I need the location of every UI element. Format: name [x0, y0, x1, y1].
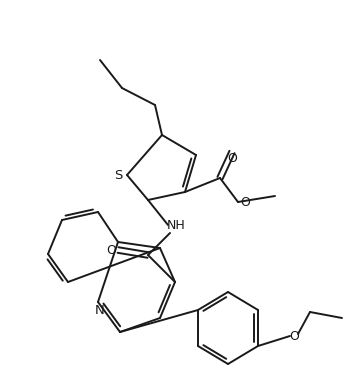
- Text: O: O: [240, 195, 250, 209]
- Text: S: S: [114, 168, 122, 182]
- Text: O: O: [106, 243, 116, 256]
- Text: NH: NH: [167, 219, 185, 232]
- Text: N: N: [95, 303, 105, 316]
- Text: O: O: [289, 330, 299, 343]
- Text: O: O: [227, 151, 237, 165]
